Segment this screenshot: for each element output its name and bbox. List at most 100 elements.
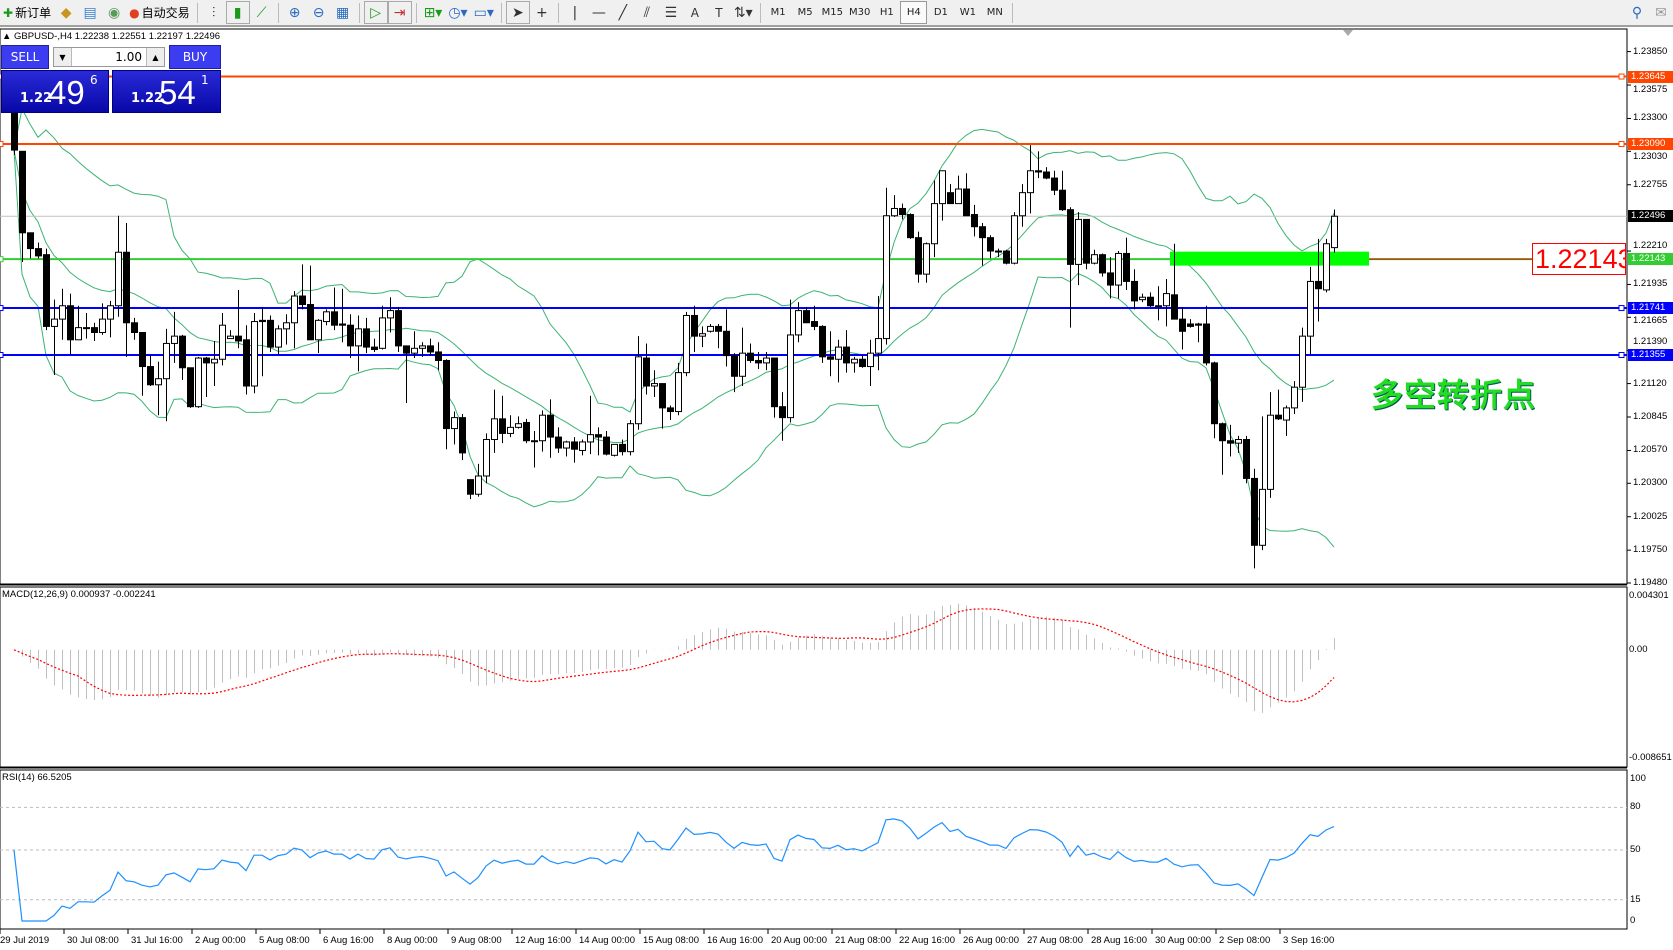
timeframe-m15[interactable]: M15 <box>821 7 843 18</box>
candle <box>555 427 562 453</box>
candle-body-bull <box>675 372 682 413</box>
candle-body-bear <box>1083 218 1090 264</box>
navigator-button[interactable]: ◉ <box>102 1 126 24</box>
market-watch-button[interactable]: ◆ <box>54 1 78 24</box>
candle <box>491 389 498 453</box>
candle <box>419 342 426 357</box>
lot-value[interactable]: 1.00 <box>115 50 142 64</box>
text-button[interactable]: A <box>683 1 707 24</box>
candle-body-bear <box>331 311 338 326</box>
fibonacci-icon: ⫽ <box>643 4 650 21</box>
auto-trade-icon: ● <box>129 5 140 20</box>
candle-body-bull <box>1155 305 1162 308</box>
chat-button[interactable]: ✉ <box>1649 1 1673 24</box>
timeframe-d1[interactable]: D1 <box>933 7 948 18</box>
arrows-icon: ⇅▾ <box>733 4 753 21</box>
text-label-button[interactable]: T <box>707 1 731 24</box>
candle-body-bull <box>355 328 362 347</box>
candle <box>923 242 930 283</box>
zoom-in-button[interactable]: ⊕ <box>283 1 307 24</box>
timeframe-w1[interactable]: W1 <box>959 7 976 18</box>
candlestick-button[interactable]: ▮ <box>225 1 250 24</box>
buy-price[interactable]: 1.22 54 1 <box>112 70 221 113</box>
fibo-fan-button[interactable]: ☰ <box>659 1 683 24</box>
candle <box>499 395 506 444</box>
sell-button[interactable]: SELL <box>1 45 49 69</box>
crosshair-button[interactable]: + <box>530 1 554 24</box>
candle <box>1195 322 1202 343</box>
symbol-ohlc: GBPUSD-,H4 1.22238 1.22551 1.22197 1.224… <box>14 31 221 42</box>
indicators-button[interactable]: ⊞▾ <box>421 1 446 24</box>
horizontal-line-button[interactable]: — <box>587 1 611 24</box>
candle-body-bear <box>427 345 434 353</box>
timeframe-m30[interactable]: M30 <box>848 7 871 18</box>
candle-body-bear <box>1315 280 1322 290</box>
fibonacci-button[interactable]: ⫽ <box>635 1 659 24</box>
timeframe-mn[interactable]: MN <box>986 7 1003 18</box>
line-anchor <box>0 256 4 263</box>
time-label: 29 Jul 2019 <box>0 935 50 946</box>
candle <box>451 411 458 445</box>
timeframe-h1[interactable]: H1 <box>879 7 894 18</box>
sell-price-pips: 49 <box>48 74 85 111</box>
candle-body-bear <box>259 319 266 323</box>
candle-body-bear <box>499 418 506 434</box>
candle-body-bear <box>35 248 42 257</box>
candle-body-bear <box>339 323 346 326</box>
templates-button[interactable]: ▭▾ <box>471 1 497 24</box>
candle-body-bull <box>227 335 234 340</box>
vertical-line-button[interactable]: | <box>563 1 587 24</box>
autoscroll-button[interactable]: ▷ <box>363 1 388 24</box>
candle <box>259 306 266 377</box>
text-annotation[interactable]: 多空转折点 <box>1371 376 1537 414</box>
candle-body-bear <box>1219 423 1226 442</box>
lot-increase-button[interactable]: ▲ <box>146 48 164 66</box>
candle-body-bear <box>771 357 778 408</box>
arrows-button[interactable]: ⇅▾ <box>731 1 756 24</box>
candle-body-bull <box>627 423 634 453</box>
bollinger-middle <box>13 150 1335 443</box>
market-watch-icon: ◆ <box>60 4 72 21</box>
candle <box>187 367 194 408</box>
horizontal-line-icon: — <box>591 4 606 21</box>
candle <box>459 413 466 461</box>
candle-body-bear <box>915 237 922 275</box>
candle <box>971 204 978 237</box>
candle-body-bull <box>891 207 898 217</box>
cursor-button[interactable]: ➤ <box>505 1 530 24</box>
line-chart-button[interactable]: ⟋ <box>250 1 274 24</box>
buy-button[interactable]: BUY <box>169 45 221 69</box>
lot-decrease-button[interactable]: ▼ <box>54 48 72 66</box>
candle <box>1099 253 1106 277</box>
zoom-out-button[interactable]: ⊖ <box>307 1 331 24</box>
new-order-button[interactable]: ✚ 新订单 <box>0 1 54 24</box>
line-anchor <box>1618 305 1625 312</box>
timeframe-m5[interactable]: M5 <box>797 7 813 18</box>
lot-size-input[interactable]: ▼ 1.00 ▲ <box>53 47 165 67</box>
search-button[interactable]: ⚲ <box>1625 1 1649 24</box>
candle-body-bull <box>1331 215 1338 249</box>
candle <box>715 323 722 349</box>
candle <box>1219 422 1226 475</box>
timeframe-h4[interactable]: H4 <box>900 1 928 24</box>
sell-price[interactable]: 1.22 49 6 <box>1 70 109 113</box>
candle <box>51 299 58 376</box>
price-label-annotation[interactable]: 1.22143 <box>1532 243 1626 275</box>
candle-body-bull <box>883 215 890 340</box>
time-label: 12 Aug 16:00 <box>515 935 571 946</box>
bar-chart-button[interactable]: ⫶ <box>202 1 226 24</box>
data-window-button[interactable]: ▤ <box>78 1 102 24</box>
trendline-button[interactable]: ╱ <box>611 1 635 24</box>
candle <box>19 150 26 262</box>
sell-price-prefix: 1.22 <box>20 91 53 106</box>
auto-trade-button[interactable]: ● 自动交易 <box>126 1 193 24</box>
candle <box>155 361 162 416</box>
tile-windows-button[interactable]: ▦ <box>331 1 355 24</box>
candle-body-bull <box>1267 414 1274 490</box>
periods-button[interactable]: ◷▾ <box>445 1 470 24</box>
candle-body-bull <box>419 345 426 349</box>
chart-shift-button[interactable]: ⇥ <box>387 1 412 24</box>
timeframe-m1[interactable]: M1 <box>770 7 786 18</box>
timeframe-bar: M1 M5 M15 M30 H1 H4 D1 W1 MN <box>765 1 1009 24</box>
